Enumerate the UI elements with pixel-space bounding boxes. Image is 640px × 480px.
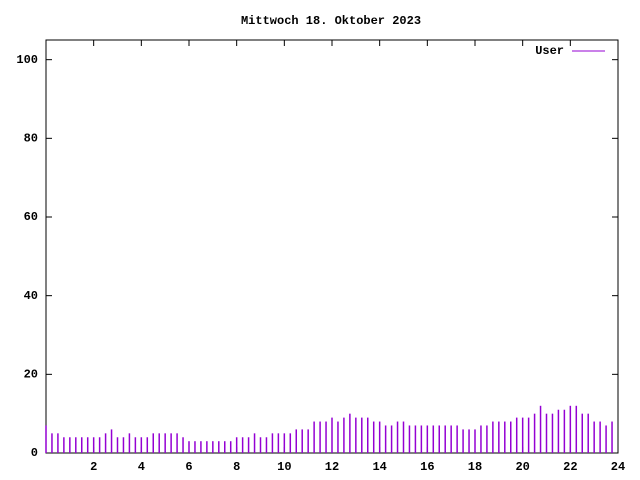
x-tick-label: 10 xyxy=(277,460,291,474)
x-tick-label: 16 xyxy=(420,460,434,474)
y-tick-label: 40 xyxy=(24,289,38,303)
x-tick-label: 2 xyxy=(90,460,97,474)
y-tick-label: 100 xyxy=(16,53,38,67)
y-tick-label: 20 xyxy=(24,368,38,382)
x-tick-label: 6 xyxy=(185,460,192,474)
legend-label: User xyxy=(535,44,564,58)
x-tick-label: 24 xyxy=(611,460,625,474)
x-tick-label: 20 xyxy=(515,460,529,474)
chart-title: Mittwoch 18. Oktober 2023 xyxy=(241,14,421,28)
x-tick-label: 14 xyxy=(372,460,386,474)
x-tick-label: 22 xyxy=(563,460,577,474)
x-tick-label: 18 xyxy=(468,460,482,474)
x-tick-label: 4 xyxy=(138,460,145,474)
y-tick-label: 0 xyxy=(31,446,38,460)
x-tick-label: 12 xyxy=(325,460,339,474)
plot-frame xyxy=(45,39,619,454)
y-tick-label: 60 xyxy=(24,210,38,224)
x-tick-label: 8 xyxy=(233,460,240,474)
y-tick-label: 80 xyxy=(24,132,38,146)
